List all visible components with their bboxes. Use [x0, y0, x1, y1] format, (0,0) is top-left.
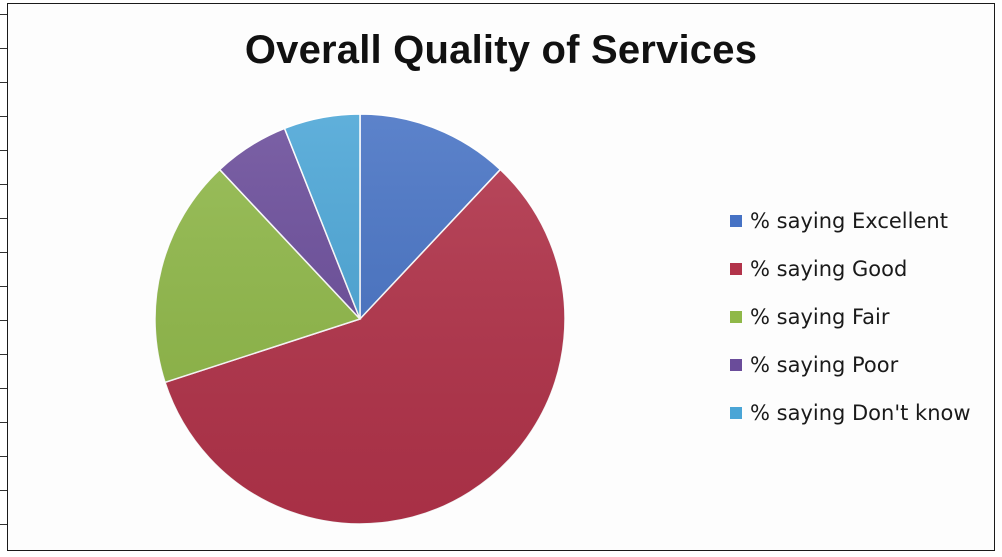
legend-label-poor: % saying Poor	[750, 353, 899, 377]
legend-swatch-good	[730, 263, 742, 275]
legend-item-excellent: % saying Excellent	[730, 206, 971, 254]
left-edge-ticks	[0, 0, 8, 557]
legend-label-fair: % saying Fair	[750, 305, 890, 329]
legend-swatch-fair	[730, 311, 742, 323]
legend-item-fair: % saying Fair	[730, 302, 971, 350]
legend-label-good: % saying Good	[750, 257, 908, 281]
chart-title: Overall Quality of Services	[244, 28, 758, 72]
legend-item-good: % saying Good	[730, 254, 971, 302]
legend-swatch-dont-know	[730, 407, 742, 419]
legend-label-excellent: % saying Excellent	[750, 209, 948, 233]
legend-item-poor: % saying Poor	[730, 350, 971, 398]
legend-swatch-poor	[730, 359, 742, 371]
chart-legend: % saying Excellent % saying Good % sayin…	[730, 206, 971, 446]
legend-swatch-excellent	[730, 215, 742, 227]
legend-label-dont-know: % saying Don't know	[750, 401, 971, 425]
legend-item-dont-know: % saying Don't know	[730, 398, 971, 446]
